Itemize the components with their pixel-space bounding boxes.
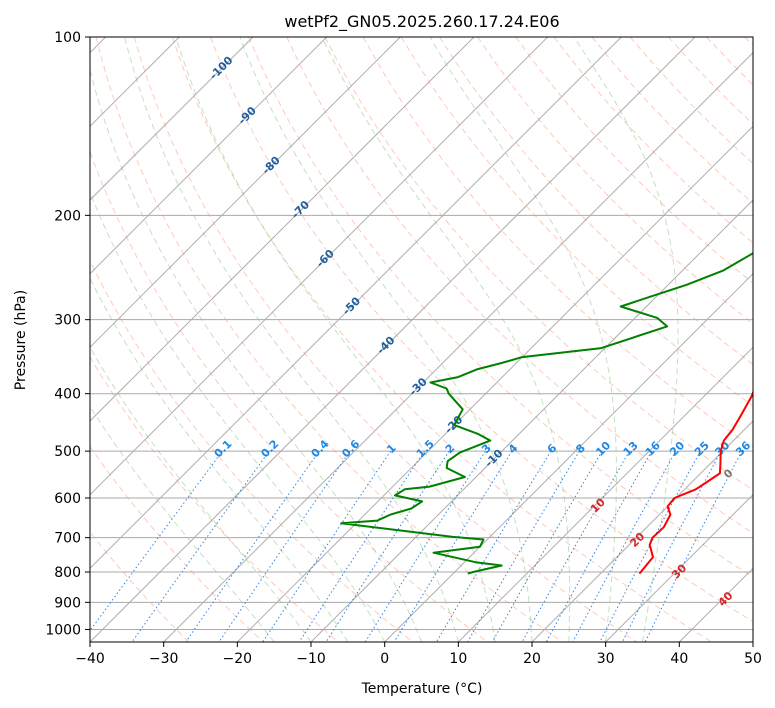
isotherm-line — [384, 272, 753, 642]
mixing-ratio-line — [599, 450, 701, 642]
isotherm-line — [90, 37, 696, 642]
y-tick-label: 600 — [54, 491, 81, 507]
x-tick-label: 0 — [380, 651, 389, 667]
mixing-ratio-line — [185, 450, 320, 642]
mixing-ratio-line — [262, 450, 392, 642]
profile-lines — [340, 252, 753, 575]
mixing-ratio-line — [572, 450, 677, 642]
mixing-ratio-line — [521, 450, 630, 642]
y-tick-label: 200 — [54, 208, 81, 224]
y-tick-label: 500 — [54, 444, 81, 460]
isotherm-line — [457, 346, 753, 642]
moist-adiabat-line — [90, 190, 386, 642]
dry-adiabat-line — [95, 37, 563, 642]
moist-adiabat-line — [90, 67, 422, 642]
moist-adiabat-line — [90, 277, 349, 642]
moist-adiabat-line — [573, 37, 679, 642]
dry-adiabat-line — [438, 37, 753, 366]
moist-adiabat-line — [239, 37, 533, 642]
dry-adiabat-line — [248, 37, 753, 578]
isotherm-line — [310, 199, 753, 642]
dry-adiabat-line — [210, 37, 753, 623]
y-axis-label: Pressure (hPa) — [13, 290, 29, 390]
dry-adiabat-line — [324, 37, 753, 491]
isotherm-line — [531, 420, 753, 642]
mixing-ratio-line — [90, 450, 223, 632]
y-axis: 100 200 300 400 500 600 700 800 900 1000 — [45, 30, 90, 638]
isotherm-line — [90, 37, 475, 422]
x-tick-label: 30 — [597, 651, 615, 667]
x-tick-label: 10 — [449, 651, 467, 667]
isotherm-line — [90, 37, 254, 201]
isotherm-line — [90, 37, 622, 570]
mixing-ratio-line — [491, 450, 603, 642]
y-tick-label: 100 — [54, 30, 81, 46]
temperature-profile-line — [638, 390, 753, 575]
isotherm-line — [236, 125, 753, 642]
moist-adiabat-line — [175, 37, 496, 642]
x-axis-label: Temperature (°C) — [361, 681, 483, 697]
x-tick-label: −40 — [75, 651, 105, 667]
dry-adiabat-line — [90, 356, 339, 642]
moist-adiabat-line — [429, 37, 617, 642]
y-tick-label: 700 — [54, 531, 81, 547]
moist-adiabat-line — [90, 405, 275, 642]
dry-adiabat-line — [90, 150, 488, 642]
x-tick-label: −10 — [296, 651, 326, 667]
y-tick-label: 800 — [54, 565, 81, 581]
isotherm-line — [163, 51, 753, 642]
isotherm-line — [90, 37, 549, 496]
y-tick-label: 400 — [54, 387, 81, 403]
mixing-ratio-line — [644, 450, 743, 642]
isotherm-line — [90, 37, 401, 349]
dry-adiabat-line — [133, 37, 638, 642]
mixing-ratio-line — [218, 450, 351, 642]
x-tick-label: −20 — [223, 651, 253, 667]
dewpoint-profile-line — [340, 252, 753, 575]
x-tick-label: 40 — [670, 651, 688, 667]
y-tick-label: 1000 — [45, 622, 81, 638]
dry-adiabat-line — [477, 37, 753, 325]
isotherm-line — [90, 37, 328, 275]
chart-title: wetPf2_GN05.2025.260.17.24.E06 — [284, 12, 559, 32]
mixing-ratio-line — [621, 450, 722, 642]
background-lines — [90, 37, 753, 642]
dry-adiabat-line — [90, 445, 264, 642]
y-tick-label: 300 — [54, 313, 81, 329]
moist-adiabat-line — [124, 37, 459, 642]
mixing-ratio-line — [393, 450, 513, 642]
x-tick-label: 50 — [744, 651, 762, 667]
x-axis: −40 −30 −20 −10 0 10 20 30 40 50 — [75, 642, 762, 667]
mixing-ratio-line — [545, 450, 653, 642]
x-tick-label: −30 — [149, 651, 179, 667]
moist-adiabat-line — [321, 37, 571, 642]
isotherm-line — [605, 493, 753, 642]
x-tick-label: 20 — [523, 651, 541, 667]
y-tick-label: 900 — [54, 595, 81, 611]
plot-frame — [89, 36, 754, 643]
